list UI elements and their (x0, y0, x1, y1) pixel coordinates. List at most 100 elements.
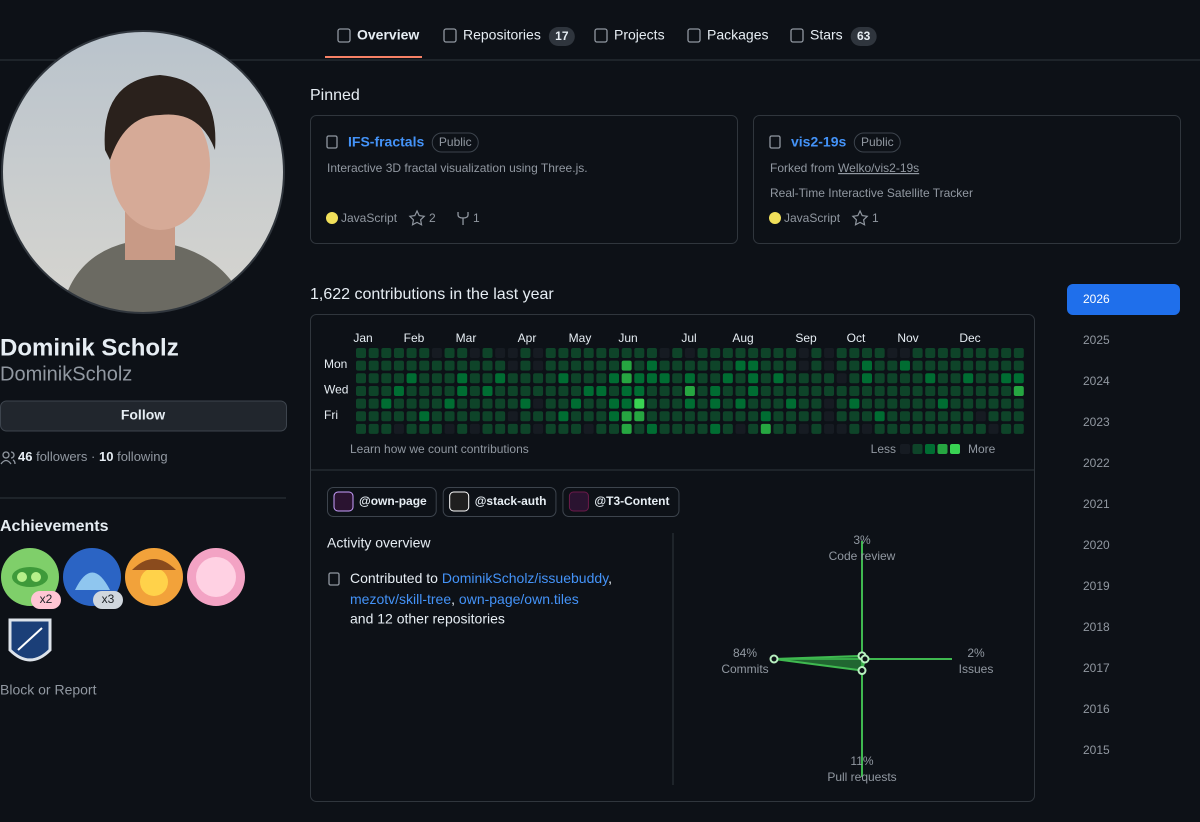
contribution-cell[interactable] (950, 398, 961, 409)
contribution-cell[interactable] (735, 398, 746, 409)
contribution-cell[interactable] (368, 385, 379, 396)
contribution-cell[interactable] (381, 385, 392, 396)
contribution-cell[interactable] (937, 360, 948, 371)
contribution-cell[interactable] (571, 385, 582, 396)
contribution-cell[interactable] (419, 385, 430, 396)
contribution-cell[interactable] (381, 411, 392, 422)
contribution-cell[interactable] (912, 385, 923, 396)
contribution-cell[interactable] (887, 411, 898, 422)
contribution-cell[interactable] (786, 348, 797, 358)
contribution-cell[interactable] (798, 373, 809, 384)
contribution-cell[interactable] (950, 360, 961, 371)
contribution-cell[interactable] (356, 373, 366, 384)
contribution-cell[interactable] (710, 385, 721, 396)
contribution-cell[interactable] (811, 360, 822, 371)
contribution-cell[interactable] (735, 423, 746, 434)
contribution-cell[interactable] (406, 423, 417, 434)
contribution-cell[interactable] (748, 360, 759, 371)
contribution-cell[interactable] (672, 385, 683, 396)
contribution-cell[interactable] (786, 360, 797, 371)
contribution-cell[interactable] (596, 385, 607, 396)
contribution-cell[interactable] (545, 360, 556, 371)
contribution-cell[interactable] (786, 423, 797, 434)
contribution-cell[interactable] (545, 348, 556, 358)
repo-link[interactable]: own-page/own.tiles (459, 591, 579, 607)
contribution-cell[interactable] (937, 423, 948, 434)
contribution-cell[interactable] (406, 411, 417, 422)
year[interactable]: 2021 (1083, 497, 1110, 511)
contribution-cell[interactable] (393, 373, 404, 384)
contribution-cell[interactable] (482, 385, 493, 396)
contribution-cell[interactable] (469, 360, 480, 371)
contribution-cell[interactable] (887, 348, 898, 358)
contribution-cell[interactable] (406, 360, 417, 371)
contribution-cell[interactable] (975, 398, 986, 409)
contribution-cell[interactable] (672, 411, 683, 422)
contribution-cell[interactable] (381, 423, 392, 434)
contribution-cell[interactable] (457, 398, 468, 409)
contribution-cell[interactable] (748, 385, 759, 396)
contribution-cell[interactable] (836, 398, 847, 409)
contribution-cell[interactable] (697, 360, 708, 371)
contribution-cell[interactable] (1013, 360, 1024, 371)
year[interactable]: 2020 (1083, 538, 1110, 552)
contribution-cell[interactable] (533, 423, 544, 434)
contribution-cell[interactable] (520, 373, 531, 384)
contribution-cell[interactable] (836, 411, 847, 422)
contribution-cell[interactable] (609, 348, 619, 358)
contribution-cell[interactable] (393, 348, 404, 358)
tab-label[interactable]: Stars (810, 27, 843, 43)
contribution-cell[interactable] (937, 385, 948, 396)
contribution-cell[interactable] (634, 373, 645, 384)
contribution-cell[interactable] (571, 360, 582, 371)
contribution-cell[interactable] (722, 385, 733, 396)
year[interactable]: 2015 (1083, 743, 1110, 757)
contribution-cell[interactable] (899, 348, 910, 358)
contribution-cell[interactable] (773, 411, 784, 422)
contribution-cell[interactable] (836, 423, 847, 434)
contribution-cell[interactable] (798, 348, 809, 358)
contribution-cell[interactable] (469, 348, 480, 358)
contribution-cell[interactable] (1001, 348, 1012, 358)
contribution-cell[interactable] (356, 385, 366, 396)
contribution-cell[interactable] (684, 385, 695, 396)
contribution-cell[interactable] (874, 423, 885, 434)
contribution-cell[interactable] (356, 360, 366, 371)
contribution-cell[interactable] (406, 398, 417, 409)
contribution-cell[interactable] (583, 411, 594, 422)
contribution-cell[interactable] (672, 373, 683, 384)
contribution-cell[interactable] (583, 423, 594, 434)
contribution-cell[interactable] (735, 348, 746, 358)
contribution-cell[interactable] (710, 348, 721, 358)
year[interactable]: 2025 (1083, 333, 1110, 347)
contribution-cell[interactable] (697, 385, 708, 396)
contribution-cell[interactable] (735, 411, 746, 422)
contribution-cell[interactable] (975, 348, 986, 358)
contribution-cell[interactable] (887, 373, 898, 384)
contribution-cell[interactable] (824, 348, 835, 358)
contribution-cell[interactable] (988, 411, 999, 422)
contribution-cell[interactable] (963, 423, 974, 434)
contribution-cell[interactable] (684, 348, 695, 358)
contribution-cell[interactable] (507, 373, 518, 384)
contribution-cell[interactable] (507, 385, 518, 396)
contribution-cell[interactable] (874, 348, 885, 358)
contribution-cell[interactable] (482, 348, 493, 358)
contribution-cell[interactable] (912, 360, 923, 371)
tab-label[interactable]: Projects (614, 27, 665, 43)
contribution-cell[interactable] (786, 398, 797, 409)
contribution-cell[interactable] (368, 411, 379, 422)
year[interactable]: 2023 (1083, 415, 1110, 429)
contribution-cell[interactable] (988, 348, 999, 358)
contribution-cell[interactable] (533, 373, 544, 384)
contribution-cell[interactable] (583, 398, 594, 409)
contribution-cell[interactable] (950, 385, 961, 396)
org-name[interactable]: @stack-auth (475, 494, 547, 508)
contribution-cell[interactable] (925, 360, 936, 371)
contribution-cell[interactable] (545, 385, 556, 396)
contribution-cell[interactable] (583, 373, 594, 384)
stars[interactable]: 1 (872, 211, 879, 225)
contribution-cell[interactable] (596, 398, 607, 409)
contribution-cell[interactable] (710, 423, 721, 434)
contribution-cell[interactable] (621, 385, 632, 396)
